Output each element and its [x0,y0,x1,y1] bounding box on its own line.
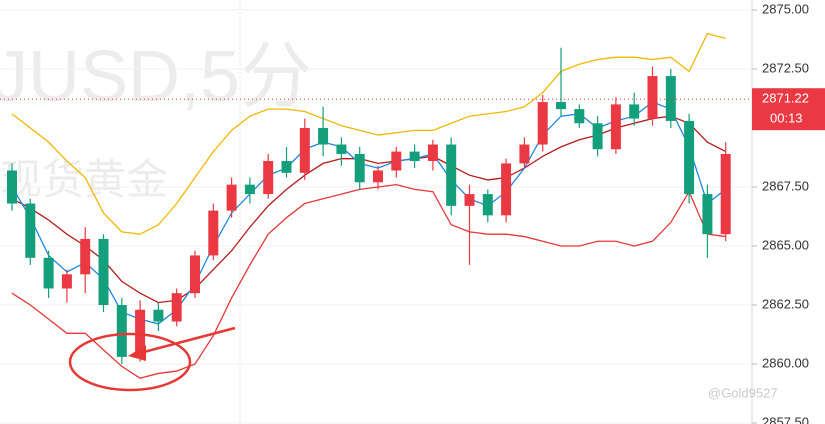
candle-body [336,144,347,154]
candle-body [98,238,109,305]
candle-body [61,274,72,289]
last-price-label: 2871.22 [762,91,809,106]
candle-body [208,210,219,256]
countdown-label: 00:13 [770,111,803,126]
y-tick-label: 2872.50 [762,60,809,75]
annotation-arrow-head [128,345,146,361]
candle-body [116,305,127,357]
watermark-name: 现货黄金 [0,156,168,203]
indicator-line [11,183,726,379]
annotation-circle [68,332,192,392]
candle-body [409,151,420,162]
candle-body [190,255,200,294]
watermark-symbol: JUSD,5分 [0,37,312,117]
candle-body [537,102,548,145]
candle-body [665,76,676,121]
candle-body [702,194,713,235]
candle-body [556,102,566,110]
indicator-line [11,101,727,325]
candle-body [171,293,182,322]
candle-body [281,161,292,173]
candle-body [373,170,383,183]
candle-body [80,238,91,275]
candle-body [391,151,402,171]
annotation-arrow [139,326,236,355]
y-tick-label: 2862.50 [762,296,809,311]
indicator-line [11,115,726,304]
candle-body [43,257,54,289]
candle-body [519,144,530,164]
candle-body [25,203,36,258]
candle-body [226,184,237,211]
candle-body [574,109,585,124]
candle-body [592,123,603,150]
y-tick-label: 2875.00 [762,1,809,16]
candle-body [354,153,365,183]
y-tick-label: 2857.50 [762,414,809,424]
candle-body [720,153,731,235]
candle-body [299,128,310,173]
indicator-line [11,32,726,235]
candle-body [629,104,640,119]
candle-body [446,144,457,206]
candle-body [263,161,274,195]
y-tick-label: 2867.50 [762,178,809,193]
candle-body [501,163,512,216]
candle-body [153,309,164,322]
candle-body [647,76,658,119]
candle-body [7,170,17,204]
candle-body [244,184,255,195]
candle-body [318,128,329,145]
credit: @Gold9527 [708,385,778,400]
last-price-box [752,88,825,131]
y-tick-label: 2860.00 [762,355,809,370]
candle-body [684,120,695,195]
candle-body [427,144,438,162]
candle-body [482,194,493,216]
candle-body [610,104,621,150]
candle-body [464,194,475,206]
y-tick-label: 2865.00 [762,237,809,252]
